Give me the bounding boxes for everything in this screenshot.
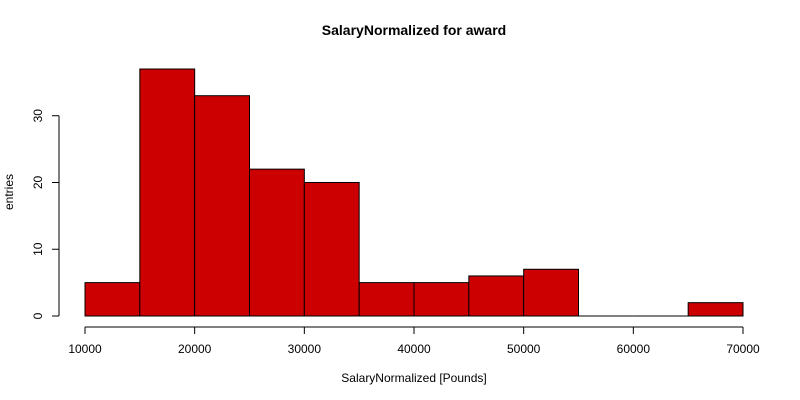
histogram-bar (468, 275, 525, 317)
histogram-bar (194, 95, 251, 317)
y-axis-label: entries (2, 174, 16, 210)
histogram-bar (358, 282, 415, 317)
y-axis: 0 10 20 30 (31, 109, 60, 319)
histogram-bar (687, 302, 744, 317)
histogram-bar (523, 268, 580, 317)
x-tick-label: 70000 (726, 342, 760, 356)
chart-title: SalaryNormalized for award (322, 22, 506, 38)
bars-group (84, 68, 744, 317)
histogram-bar (84, 282, 141, 317)
y-tick-label: 20 (31, 175, 45, 189)
histogram-bar (413, 282, 470, 317)
x-tick-label: 30000 (288, 342, 322, 356)
x-axis-label: SalaryNormalized [Pounds] (341, 371, 486, 385)
y-tick-label: 30 (31, 109, 45, 123)
x-axis: 10000 20000 30000 40000 50000 60000 70000 (68, 326, 760, 356)
x-tick-label: 40000 (397, 342, 431, 356)
x-tick-label: 50000 (507, 342, 541, 356)
x-tick-label: 60000 (617, 342, 651, 356)
histogram-bar (139, 68, 196, 317)
histogram-bar (303, 181, 360, 317)
x-tick-label: 10000 (68, 342, 102, 356)
x-tick-label: 20000 (178, 342, 212, 356)
y-tick-label: 10 (31, 242, 45, 256)
histogram-bar (249, 168, 305, 317)
y-tick-label: 0 (31, 312, 45, 319)
